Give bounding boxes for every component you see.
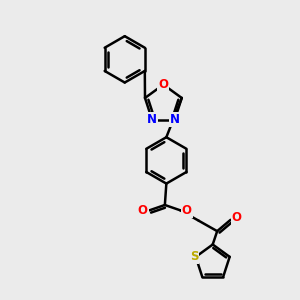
Text: O: O: [158, 78, 168, 91]
Text: N: N: [170, 113, 180, 126]
Text: N: N: [147, 113, 157, 126]
Text: O: O: [182, 204, 192, 217]
Text: S: S: [190, 250, 199, 263]
Text: O: O: [138, 204, 148, 217]
Text: O: O: [232, 211, 242, 224]
